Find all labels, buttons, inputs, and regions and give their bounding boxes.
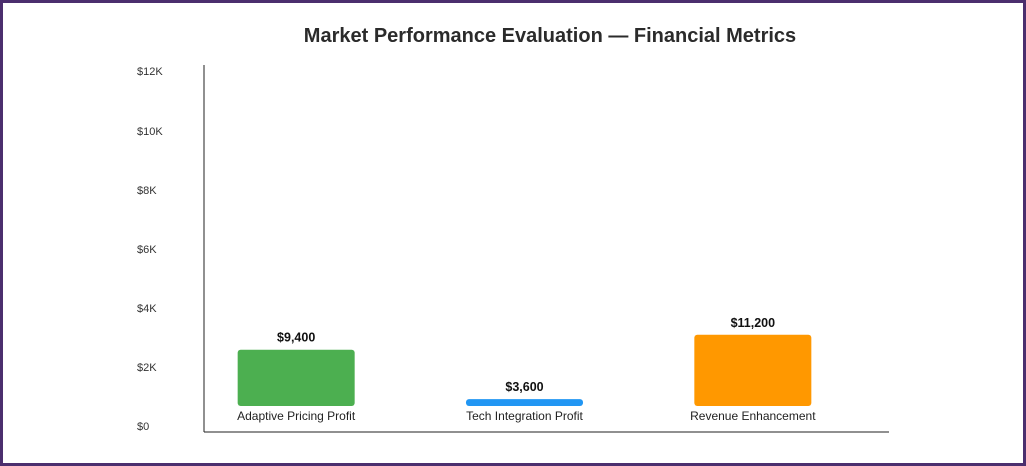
chart-title: Market Performance Evaluation — Financia… [303,25,797,47]
y-tick-label: $2K [137,362,157,374]
bar-chart: $0 $2K $4K $6K $8K $10K $12K $9,400 Adaptive Pri… [137,65,889,433]
y-tick-label: $0 [137,421,149,433]
bar [237,349,355,406]
y-tick-label: $12K [137,66,163,78]
y-tick-label: $8K [137,185,157,197]
y-tick-label: $4K [137,303,157,315]
x-category-label: Revenue Enhancement [690,409,816,423]
bar-value-label: $11,200 [731,316,776,330]
bar [694,334,812,406]
y-tick-label: $6K [137,244,157,256]
bar [466,399,583,406]
bar-value-label: $3,600 [505,380,543,394]
x-category-label: Adaptive Pricing Profit [237,409,356,423]
y-tick-label: $10K [137,126,163,138]
x-category-label: Tech Integration Profit [466,409,583,423]
bar-value-label: $9,400 [277,331,315,345]
